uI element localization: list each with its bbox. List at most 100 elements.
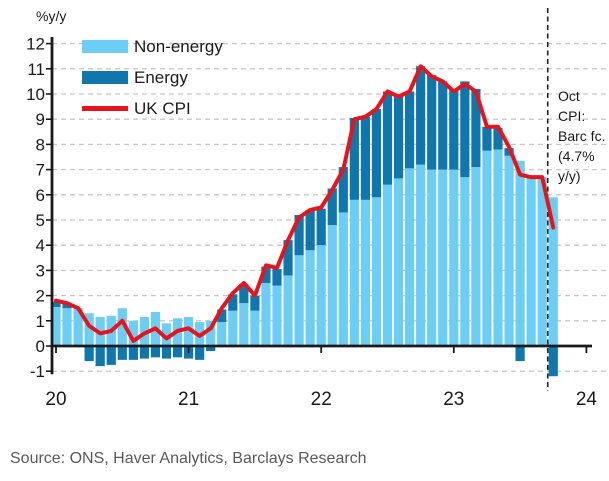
bar-non-energy <box>360 199 370 346</box>
bar-energy <box>393 96 404 179</box>
bar-energy <box>327 188 337 226</box>
legend-item-energy: Energy <box>82 62 223 93</box>
x-tick-label: 22 <box>311 389 332 410</box>
bar-energy <box>139 346 149 359</box>
chart-legend: Non-energy Energy UK CPI <box>82 31 223 124</box>
bar-energy <box>217 309 227 323</box>
y-tick-label: 10 <box>26 85 45 104</box>
bar-non-energy <box>349 199 359 346</box>
y-tick-label: 1 <box>36 312 45 331</box>
legend-label: Energy <box>134 67 188 87</box>
y-tick-label: 0 <box>36 337 45 356</box>
bar-non-energy <box>294 255 304 346</box>
bar-non-energy <box>427 169 437 346</box>
y-tick-label: 12 <box>26 35 45 54</box>
bar-non-energy <box>239 303 249 346</box>
non-energy-swatch <box>82 40 128 53</box>
bar-non-energy <box>250 310 260 346</box>
bar-non-energy <box>161 323 172 346</box>
bar-non-energy <box>305 250 315 346</box>
annotation-line: Oct CPI: <box>558 88 586 124</box>
bar-energy <box>84 346 94 362</box>
annotation-line: Barc fc. <box>558 128 606 144</box>
x-tick-label: 24 <box>576 389 598 410</box>
bar-energy <box>283 240 293 276</box>
y-tick-label: 8 <box>36 135 45 154</box>
y-tick-label: 7 <box>36 161 45 180</box>
bar-non-energy <box>184 317 194 346</box>
bar-energy <box>438 81 448 170</box>
bar-non-energy <box>449 169 459 346</box>
bar-non-energy <box>73 308 83 346</box>
bar-non-energy <box>471 167 481 346</box>
bar-non-energy <box>482 150 492 346</box>
bar-non-energy <box>261 283 271 346</box>
bar-energy <box>449 88 459 170</box>
bar-non-energy <box>405 168 415 346</box>
bar-energy <box>416 66 426 165</box>
y-tick-label: 11 <box>27 60 45 79</box>
bar-energy <box>460 81 470 178</box>
bar-energy <box>172 346 183 358</box>
bar-non-energy <box>272 285 282 346</box>
bar-energy <box>272 269 282 286</box>
cpi-line-swatch <box>82 106 128 111</box>
bar-energy <box>371 109 382 198</box>
bar-non-energy <box>493 149 503 346</box>
bar-energy <box>305 209 315 251</box>
bar-non-energy <box>283 275 293 346</box>
y-tick-label: -1 <box>30 362 45 381</box>
bar-energy <box>228 294 238 311</box>
bar-non-energy <box>206 320 216 346</box>
bar-energy <box>349 117 359 200</box>
bar-energy <box>405 91 415 169</box>
bar-energy <box>51 301 61 307</box>
y-tick-label: 9 <box>36 110 45 129</box>
bar-energy <box>95 346 105 367</box>
bar-energy <box>316 208 326 246</box>
bar-non-energy <box>84 313 94 346</box>
y-axis-unit-label: %y/y <box>36 8 67 24</box>
bar-energy <box>62 303 72 309</box>
bar-energy <box>548 346 558 377</box>
bar-non-energy <box>327 225 337 346</box>
bar-non-energy <box>117 308 127 346</box>
bar-non-energy <box>416 164 426 346</box>
bar-non-energy <box>526 177 536 346</box>
bar-energy <box>106 346 116 365</box>
bar-energy <box>294 214 304 256</box>
bar-non-energy <box>128 320 138 346</box>
bar-non-energy <box>228 310 238 346</box>
bar-non-energy <box>460 177 470 346</box>
bar-energy <box>482 126 492 151</box>
bar-energy <box>471 88 481 168</box>
bar-energy <box>250 295 260 311</box>
legend-label: Non-energy <box>134 36 223 56</box>
bar-energy <box>493 128 503 150</box>
x-tick-label: 21 <box>178 389 199 410</box>
bar-energy <box>338 167 348 213</box>
bar-non-energy <box>316 245 326 346</box>
bar-energy <box>239 284 249 304</box>
bar-energy <box>515 346 525 362</box>
bar-non-energy <box>515 160 525 346</box>
bar-non-energy <box>217 322 227 346</box>
bar-non-energy <box>548 197 558 346</box>
y-tick-label: 3 <box>36 261 45 280</box>
y-tick-label: 5 <box>36 211 45 230</box>
bar-energy <box>360 116 370 200</box>
bar-energy <box>427 75 437 170</box>
bar-non-energy <box>338 212 348 346</box>
bar-energy <box>261 266 271 283</box>
energy-swatch <box>82 71 128 84</box>
bar-non-energy <box>504 155 514 346</box>
bar-non-energy <box>382 184 393 346</box>
bar-energy <box>161 346 172 359</box>
cpi-line <box>54 64 556 343</box>
bar-energy <box>150 346 161 358</box>
bar-non-energy <box>393 178 404 346</box>
x-tick-label: 23 <box>443 389 464 410</box>
bar-non-energy <box>62 308 72 346</box>
